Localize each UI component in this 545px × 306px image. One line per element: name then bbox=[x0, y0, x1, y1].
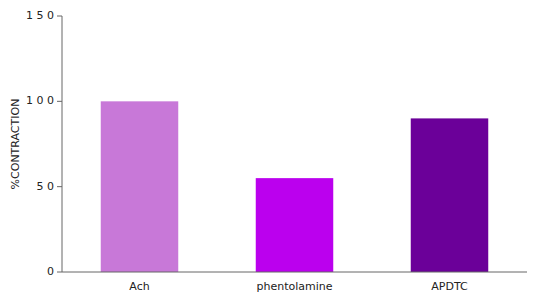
x-tick-label: Ach bbox=[129, 280, 149, 293]
y-tick bbox=[57, 101, 62, 102]
y-tick bbox=[57, 272, 62, 273]
bar bbox=[411, 118, 489, 272]
y-axis-line bbox=[62, 16, 63, 272]
y-tick-label: 1 5 0 bbox=[26, 9, 54, 22]
chart-svg: 0 5 0 1 0 0 1 5 0 Ach phentolamine APDTC %CONTR… bbox=[0, 0, 545, 306]
y-tick-label: 5 0 bbox=[37, 180, 55, 193]
bar bbox=[101, 101, 179, 272]
y-tick-label: 1 0 0 bbox=[26, 94, 54, 107]
y-tick bbox=[57, 16, 62, 17]
y-axis-label: %CONTRACTION bbox=[9, 99, 22, 190]
x-tick-label: phentolamine bbox=[256, 280, 332, 293]
bar bbox=[256, 178, 334, 272]
y-tick bbox=[57, 186, 62, 187]
chart-container: 0 5 0 1 0 0 1 5 0 Ach phentolamine APDTC %CONTR… bbox=[0, 0, 545, 306]
x-tick-label: APDTC bbox=[431, 280, 468, 293]
y-tick-label: 0 bbox=[47, 265, 54, 278]
x-axis-line bbox=[62, 272, 527, 273]
bars bbox=[101, 101, 489, 272]
